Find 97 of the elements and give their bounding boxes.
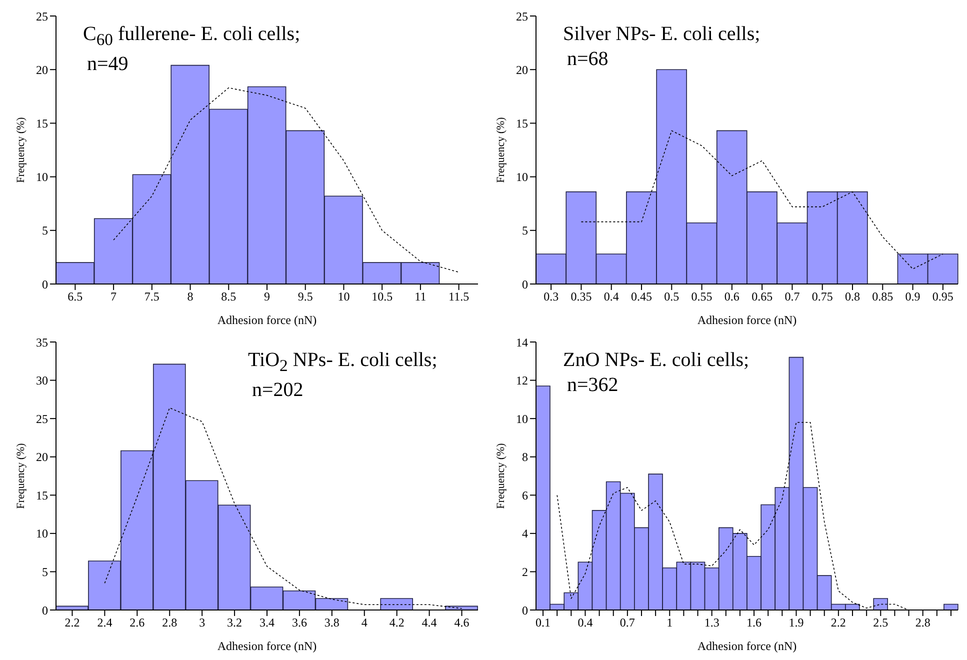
x-tick-label: 2.8 bbox=[162, 616, 178, 630]
y-tick-label: 20 bbox=[516, 62, 528, 77]
y-axis-title: Frequency (%) bbox=[14, 442, 27, 509]
x-tick-label: 0.8 bbox=[845, 290, 860, 304]
y-tick-label: 20 bbox=[36, 62, 48, 77]
y-tick-label: 5 bbox=[42, 564, 48, 579]
y-tick-label: 6 bbox=[522, 488, 528, 502]
y-tick-label: 0 bbox=[42, 603, 48, 618]
x-tick-label: 2.2 bbox=[64, 616, 80, 630]
x-tick-label: 8.5 bbox=[221, 290, 236, 304]
bar bbox=[380, 598, 414, 610]
x-tick-label: 0.65 bbox=[752, 290, 773, 304]
x-tick-label: 0.55 bbox=[691, 290, 712, 304]
x-tick-label: 0.4 bbox=[578, 616, 593, 630]
y-tick-label: 10 bbox=[36, 170, 48, 184]
x-tick-label: 2.6 bbox=[130, 616, 145, 630]
line-series bbox=[580, 130, 944, 270]
x-tick-label: 10.5 bbox=[372, 290, 393, 304]
x-tick-label: 0.9 bbox=[905, 290, 920, 304]
annotation: TiO$_{2}$ NPs- E. coli cells; bbox=[248, 348, 438, 377]
line-series bbox=[113, 87, 460, 273]
y-tick-label: 4 bbox=[522, 526, 528, 541]
x-tick-label: 0.3 bbox=[544, 290, 559, 304]
x-tick-label: 2.8 bbox=[915, 616, 930, 630]
y-tick-label: 25 bbox=[516, 9, 528, 24]
x-tick-label: 8 bbox=[187, 290, 194, 304]
y-tick-label: 14 bbox=[516, 335, 528, 350]
x-tick-label: 1 bbox=[666, 616, 673, 630]
x-tick-label: 4 bbox=[361, 616, 368, 630]
y-tick-label: 15 bbox=[516, 116, 528, 130]
x-tick-label: 9.5 bbox=[298, 290, 313, 304]
y-tick-label: 30 bbox=[36, 374, 48, 388]
x-axis-title: Adhesion force (nN) bbox=[217, 639, 317, 653]
x-axis-title: Adhesion force (nN) bbox=[697, 639, 797, 653]
x-tick-label: 0.6 bbox=[724, 290, 740, 304]
x-tick-label: 2.5 bbox=[873, 616, 888, 630]
y-tick-label: 25 bbox=[36, 412, 48, 426]
y-tick-label: 0 bbox=[522, 603, 528, 618]
x-tick-label: 0.5 bbox=[664, 290, 680, 304]
x-tick-label: 1.3 bbox=[704, 616, 720, 630]
x-tick-label: 0.7 bbox=[784, 290, 800, 304]
y-tick-label: 0 bbox=[522, 277, 528, 292]
x-tick-label: 4.2 bbox=[389, 616, 404, 630]
x-tick-label: 4.4 bbox=[422, 616, 437, 630]
annotation: n=202 bbox=[251, 378, 304, 403]
annotation: n=49 bbox=[86, 52, 130, 77]
y-tick-label: 8 bbox=[522, 450, 528, 464]
annotation: ZnO NPs- E. coli cells; bbox=[563, 348, 750, 373]
x-tick-label: 0.75 bbox=[812, 290, 833, 304]
x-tick-label: 10 bbox=[338, 290, 350, 304]
annotation: n=362 bbox=[566, 373, 620, 398]
x-tick-label: 3.8 bbox=[324, 616, 340, 630]
y-tick-label: 10 bbox=[36, 526, 48, 541]
x-tick-label: 3.2 bbox=[227, 616, 242, 630]
y-tick-label: 5 bbox=[522, 224, 528, 238]
x-tick-label: 11.5 bbox=[448, 290, 470, 304]
x-tick-label: 0.1 bbox=[536, 616, 551, 630]
x-tick-label: 11 bbox=[414, 290, 426, 304]
x-axis-title: Adhesion force (nN) bbox=[217, 313, 317, 327]
x-tick-label: 3.6 bbox=[292, 616, 307, 630]
y-tick-label: 35 bbox=[36, 335, 48, 350]
y-tick-label: 2 bbox=[522, 564, 528, 579]
y-tick-label: 0 bbox=[42, 277, 48, 292]
x-tick-label: 2.2 bbox=[830, 616, 846, 630]
x-tick-label: 7.5 bbox=[144, 290, 160, 304]
annotation: Silver NPs- E. coli cells; bbox=[563, 22, 760, 47]
annotation: n=68 bbox=[566, 47, 610, 72]
x-tick-label: 7 bbox=[110, 290, 117, 304]
y-tick-label: 10 bbox=[516, 412, 528, 426]
x-tick-label: 0.45 bbox=[631, 290, 652, 304]
x-axis-title: Adhesion force (nN) bbox=[697, 313, 797, 327]
x-tick-label: 0.4 bbox=[604, 290, 619, 304]
y-tick-label: 15 bbox=[36, 488, 48, 502]
x-tick-label: 2.4 bbox=[97, 616, 112, 630]
x-tick-label: 1.9 bbox=[788, 616, 804, 630]
bar bbox=[944, 604, 958, 610]
bar bbox=[873, 598, 888, 610]
y-tick-label: 12 bbox=[516, 374, 528, 388]
x-tick-label: 0.85 bbox=[872, 290, 894, 304]
y-axis-title: Frequency (%) bbox=[494, 116, 507, 183]
x-tick-label: 0.35 bbox=[570, 290, 592, 304]
y-axis-title: Frequency (%) bbox=[14, 116, 27, 183]
x-tick-label: 6.5 bbox=[68, 290, 83, 304]
x-tick-label: 3 bbox=[199, 616, 206, 630]
y-axis-title: Frequency (%) bbox=[494, 442, 507, 509]
x-tick-label: 0.95 bbox=[932, 290, 954, 304]
y-tick-label: 15 bbox=[36, 116, 48, 130]
y-tick-label: 25 bbox=[36, 9, 48, 24]
y-tick-label: 20 bbox=[36, 450, 48, 464]
x-tick-label: 0.7 bbox=[620, 616, 635, 630]
x-tick-label: 9 bbox=[264, 290, 270, 304]
y-tick-label: 10 bbox=[516, 170, 528, 184]
annotation: C$_{60}$ fullerene- E. coli cells; bbox=[83, 22, 300, 51]
x-tick-label: 4.6 bbox=[454, 616, 470, 630]
x-tick-label: 1.6 bbox=[746, 616, 762, 630]
y-tick-label: 5 bbox=[42, 224, 48, 238]
x-tick-label: 3.4 bbox=[260, 616, 274, 630]
